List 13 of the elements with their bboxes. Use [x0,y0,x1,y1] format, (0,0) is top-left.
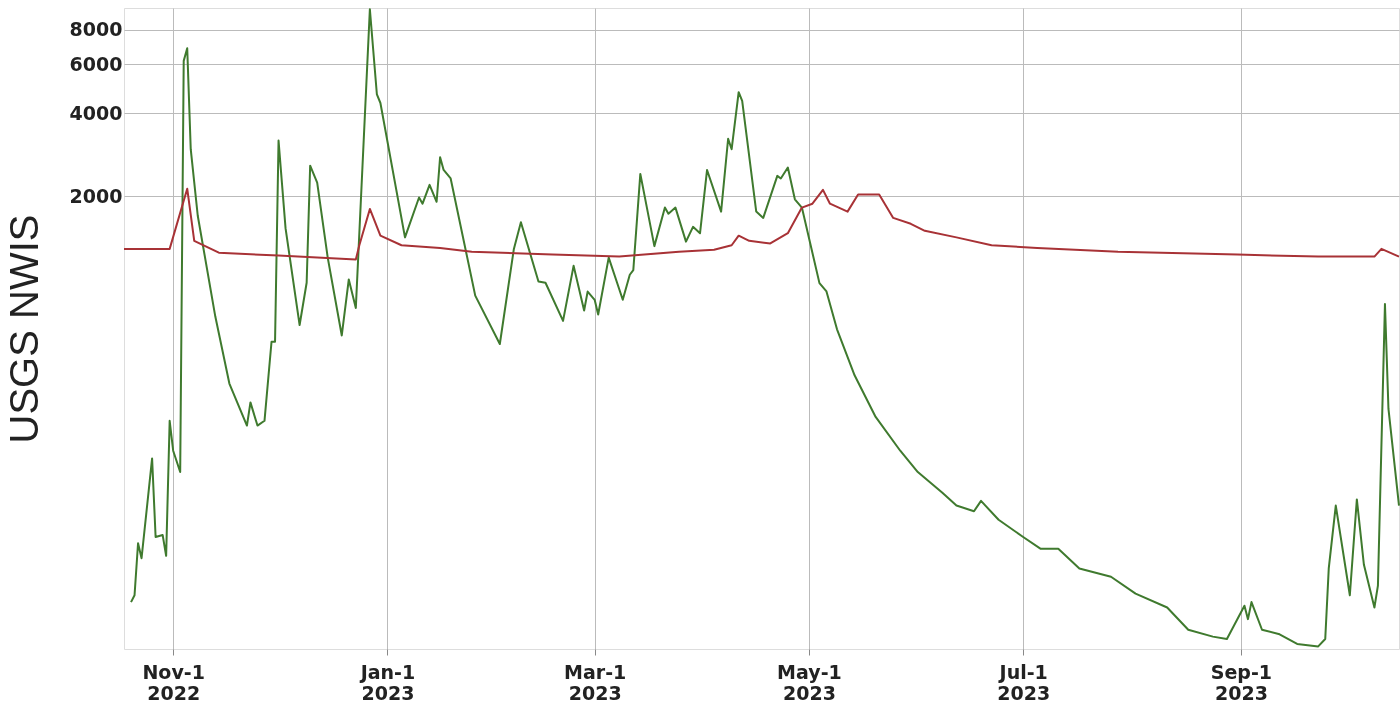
y-tick-label: 2000 [69,184,123,207]
x-tick-label: Nov-1 2022 [142,660,205,704]
x-tick-label: May-1 2023 [777,660,842,704]
x-tick-label: Mar-1 2023 [564,660,627,704]
y-tick-label: 8000 [69,18,123,41]
y-axis-title: USGS NWIS [1,214,46,444]
x-tick-label: Jul-1 2023 [997,660,1051,704]
y-tick-label: 4000 [69,101,123,124]
line-series [130,8,1400,648]
x-tick-label: Jan-1 2023 [358,660,416,704]
line-series [123,187,1400,261]
x-tick-label: Sep-1 2023 [1210,660,1273,704]
y-tick-label: 6000 [69,52,123,75]
